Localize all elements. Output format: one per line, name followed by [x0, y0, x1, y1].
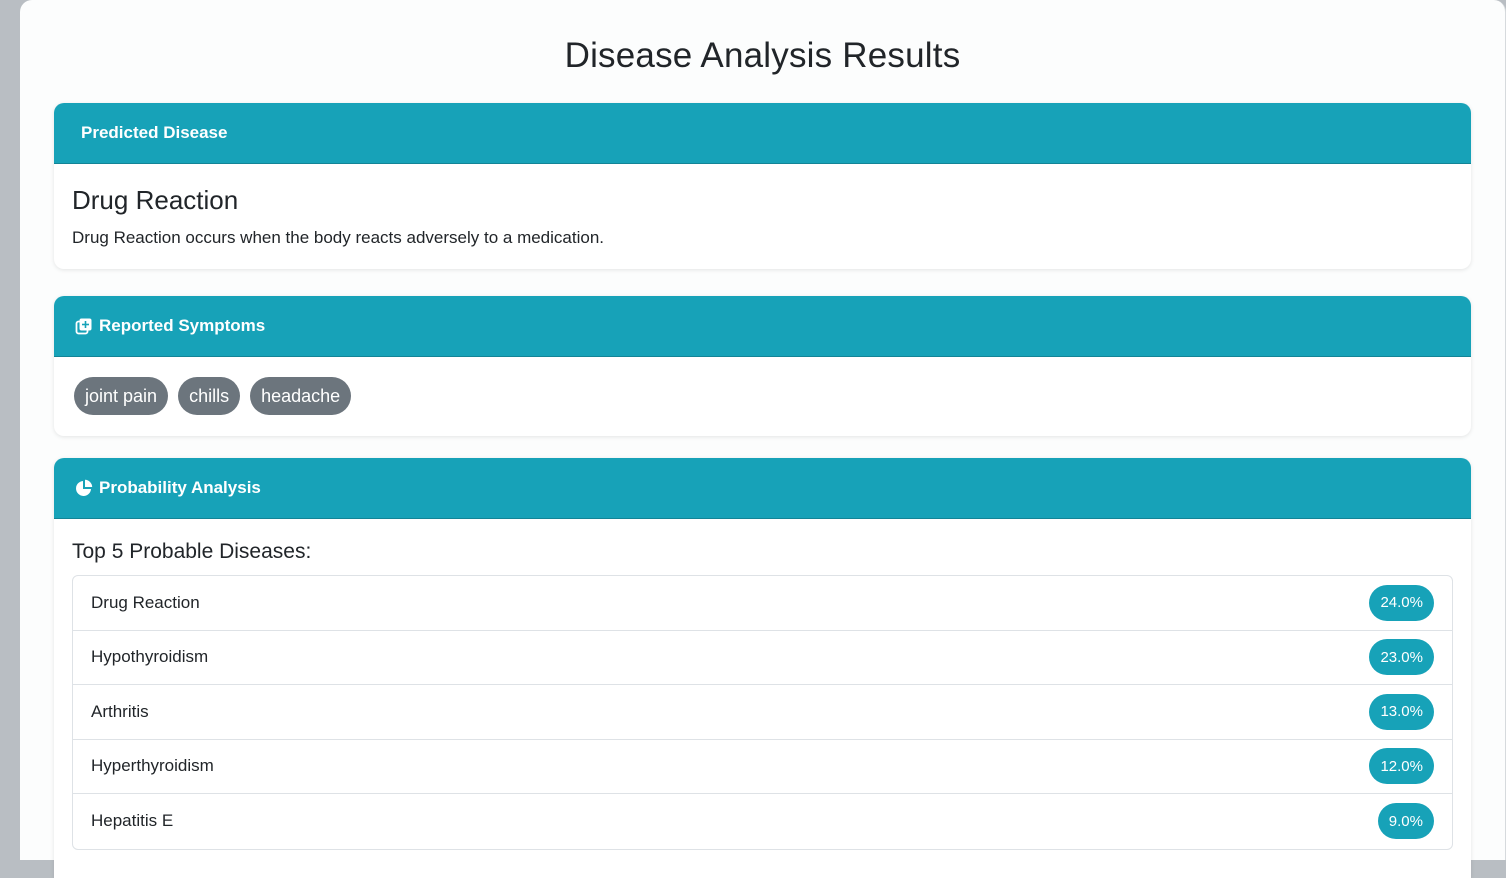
reported-symptoms-header-label: Reported Symptoms [99, 316, 266, 335]
probability-analysis-body: Top 5 Probable Diseases: Drug Reaction 2… [54, 519, 1471, 870]
probability-badge: 24.0% [1369, 584, 1434, 621]
symptom-badge: headache [250, 377, 352, 415]
notes-medical-icon [75, 317, 93, 335]
disease-name: Hyperthyroidism [91, 756, 214, 776]
probability-analysis-header: Probability Analysis [54, 458, 1471, 519]
probability-badge: 12.0% [1369, 748, 1434, 785]
page-title: Disease Analysis Results [564, 36, 961, 75]
list-item: Hepatitis E 9.0% [73, 794, 1452, 849]
symptom-badge: chills [178, 377, 241, 415]
predicted-disease-header-label: Predicted Disease [81, 123, 228, 142]
probability-badge: 9.0% [1377, 803, 1434, 840]
disease-name: Hypothyroidism [91, 647, 209, 667]
predicted-disease-header: Predicted Disease [54, 103, 1471, 164]
probable-diseases-list: Drug Reaction 24.0% Hypothyroidism 23.0%… [72, 575, 1453, 850]
list-item: Hypothyroidism 23.0% [73, 631, 1452, 685]
predicted-disease-body: Drug Reaction Drug Reaction occurs when … [54, 164, 1471, 268]
probability-analysis-card: Probability Analysis Top 5 Probable Dise… [54, 458, 1471, 878]
results-container: Disease Analysis Results Predicted Disea… [20, 0, 1506, 878]
reported-symptoms-card: Reported Symptoms joint pain chills head… [54, 296, 1471, 436]
reported-symptoms-header: Reported Symptoms [54, 296, 1471, 357]
list-item: Hyperthyroidism 12.0% [73, 740, 1452, 794]
probability-badge: 23.0% [1369, 639, 1434, 676]
list-item: Drug Reaction 24.0% [73, 576, 1452, 631]
list-item: Arthritis 13.0% [73, 685, 1452, 740]
chart-pie-icon [75, 479, 93, 497]
top-diseases-subtitle: Top 5 Probable Diseases: [72, 540, 312, 563]
predicted-disease-description: Drug Reaction occurs when the body react… [72, 228, 604, 247]
predicted-disease-card: Predicted Disease Drug Reaction Drug Rea… [54, 103, 1471, 269]
probability-badge: 13.0% [1369, 693, 1434, 730]
disease-name: Arthritis [91, 701, 149, 721]
disease-name: Drug Reaction [91, 592, 200, 612]
disease-name: Hepatitis E [91, 811, 174, 831]
probability-analysis-header-label: Probability Analysis [99, 478, 261, 497]
symptom-list: joint pain chills headache [54, 357, 1471, 435]
predicted-disease-name: Drug Reaction [72, 185, 239, 215]
symptom-badge: joint pain [74, 377, 169, 415]
